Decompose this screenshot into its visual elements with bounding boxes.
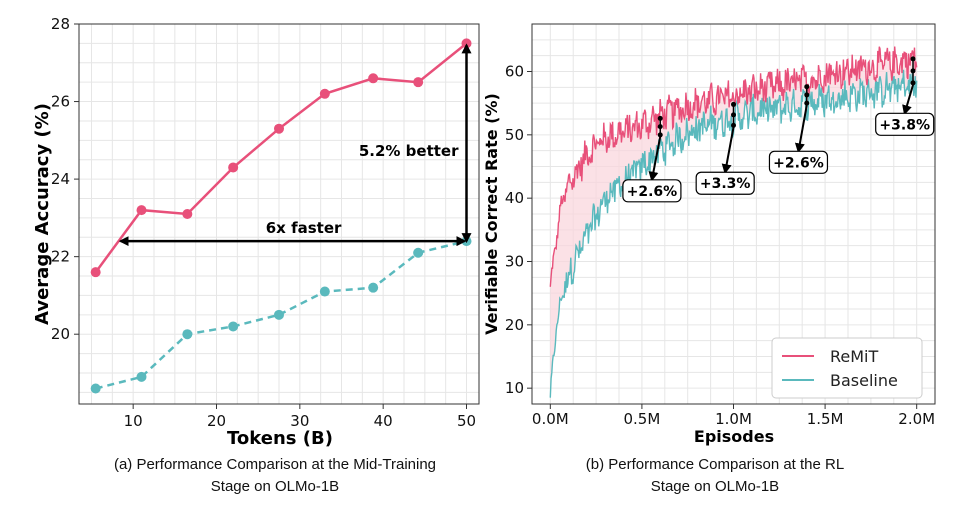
chart-b-xtick-label: 1.5M xyxy=(807,410,844,428)
gap-label-box xyxy=(875,112,935,136)
chart-a-xtick-label: 30 xyxy=(290,412,309,430)
chart-b-xtick-label: 0.0M xyxy=(532,410,569,428)
chart-a-xlabel: Tokens (B) xyxy=(227,428,333,449)
data-point-baseline xyxy=(274,309,284,320)
gap-marker xyxy=(910,68,916,74)
chart-b-legend: ReMiT Baseline xyxy=(771,337,923,399)
gap-label-box xyxy=(622,179,682,203)
data-point-remit xyxy=(319,88,330,99)
series-line-baseline xyxy=(95,239,467,390)
data-point-remit xyxy=(413,77,424,88)
chart-b-ytick-label: 40 xyxy=(505,189,524,207)
legend-remit-label: ReMiT xyxy=(830,347,878,366)
legend-box xyxy=(771,337,923,399)
gap-marker xyxy=(657,124,663,130)
gap-marker xyxy=(731,112,736,118)
chart-b-ylabel: Verifiable Correct Rate (%) xyxy=(482,93,501,335)
data-point-baseline xyxy=(319,286,330,297)
gap-marker xyxy=(804,100,810,106)
gap-label: +3.8% xyxy=(879,117,930,133)
legend-baseline-label: Baseline xyxy=(830,371,898,390)
chart-a-xtick-label: 20 xyxy=(207,412,226,430)
chart-a-ytick-label: 28 xyxy=(51,15,70,33)
chart-a: 6x faster 5.2% better 10 20 30 40 50 20 22 24 26 2… xyxy=(32,15,480,495)
chart-b-xtick-label: 1.0M xyxy=(715,410,752,428)
gap-label-box xyxy=(768,150,829,174)
gap-label: +2.6% xyxy=(627,184,678,200)
data-point-remit xyxy=(274,123,284,134)
chart-b-xtick-label: 0.5M xyxy=(624,410,661,428)
annotation-5-2-better: 5.2% better xyxy=(359,142,459,160)
chart-b-ytick-label: 30 xyxy=(505,253,524,271)
gap-arrow xyxy=(648,136,662,182)
chart-b-ytick-label: 10 xyxy=(505,379,524,397)
data-point-baseline xyxy=(136,371,147,382)
data-point-remit xyxy=(136,205,147,216)
chart-b-ticks: 0.0M 0.5M 1.0M 1.5M 2.0M 10 20 30 40 50 60 xyxy=(505,63,935,429)
series-line-baseline xyxy=(549,69,918,398)
chart-a-ytick-label: 24 xyxy=(51,170,70,188)
data-point-remit xyxy=(182,209,193,219)
chart-b: +2.6% +3.3% +2.6% +3.8% 0.0M 0.5M 1.0M 1.5M 2.0… xyxy=(482,23,936,495)
chart-a-caption-line2: Stage on OLMo-1B xyxy=(211,478,339,495)
chart-b-xlabel: Episodes xyxy=(694,427,774,446)
series-line-remit xyxy=(549,46,918,287)
chart-a-xtick-label: 40 xyxy=(374,412,393,430)
annotation-6x-faster: 6x faster xyxy=(266,219,342,237)
gap-arrow xyxy=(721,127,735,175)
chart-a-ytick-label: 20 xyxy=(51,325,70,343)
gap-marker xyxy=(910,56,916,62)
chart-a-caption-line1: (a) Performance Comparison at the Mid-Tr… xyxy=(114,456,436,473)
chart-a-ytick-label: 26 xyxy=(51,93,70,111)
chart-a-ylabel: Average Accuracy (%) xyxy=(32,103,53,325)
chart-a-ticks: 10 20 30 40 50 20 22 24 26 28 xyxy=(51,15,476,430)
data-point-baseline xyxy=(90,383,101,394)
chart-a-xtick-label: 50 xyxy=(457,412,476,430)
chart-b-ytick-label: 50 xyxy=(505,126,524,144)
gap-label: +2.6% xyxy=(773,155,824,171)
data-point-baseline xyxy=(228,321,239,332)
gap-marker xyxy=(804,84,810,90)
chart-b-ytick-label: 60 xyxy=(505,63,524,81)
chart-a-frame xyxy=(78,23,480,405)
gap-marker xyxy=(731,101,736,107)
gap-label: +3.3% xyxy=(700,176,751,192)
data-point-baseline xyxy=(413,247,424,258)
chart-a-ytick-label: 22 xyxy=(51,248,70,266)
gap-arrow xyxy=(902,84,914,116)
chart-b-caption-line1: (b) Performance Comparison at the RL xyxy=(586,456,844,473)
chart-a-xtick-label: 10 xyxy=(124,412,143,430)
gap-marker xyxy=(657,115,663,121)
gap-marker xyxy=(910,80,916,86)
gap-arrow xyxy=(794,104,808,154)
data-point-baseline xyxy=(182,329,193,340)
gap-label-box xyxy=(695,171,755,195)
chart-b-caption-line2: Stage on OLMo-1B xyxy=(651,478,779,495)
chart-b-xtick-label: 2.0M xyxy=(898,410,935,428)
data-point-remit xyxy=(228,162,239,173)
data-point-remit xyxy=(90,267,101,278)
gap-marker xyxy=(657,132,663,138)
gap-marker xyxy=(731,122,736,128)
data-point-baseline xyxy=(368,282,379,293)
chart-a-plot: 6x faster 5.2% better xyxy=(90,38,472,394)
chart-b-ytick-label: 20 xyxy=(505,316,524,334)
chart-b-plot: +2.6% +3.3% +2.6% +3.8% xyxy=(549,46,935,398)
data-point-remit xyxy=(368,73,379,84)
gap-marker xyxy=(804,92,810,98)
